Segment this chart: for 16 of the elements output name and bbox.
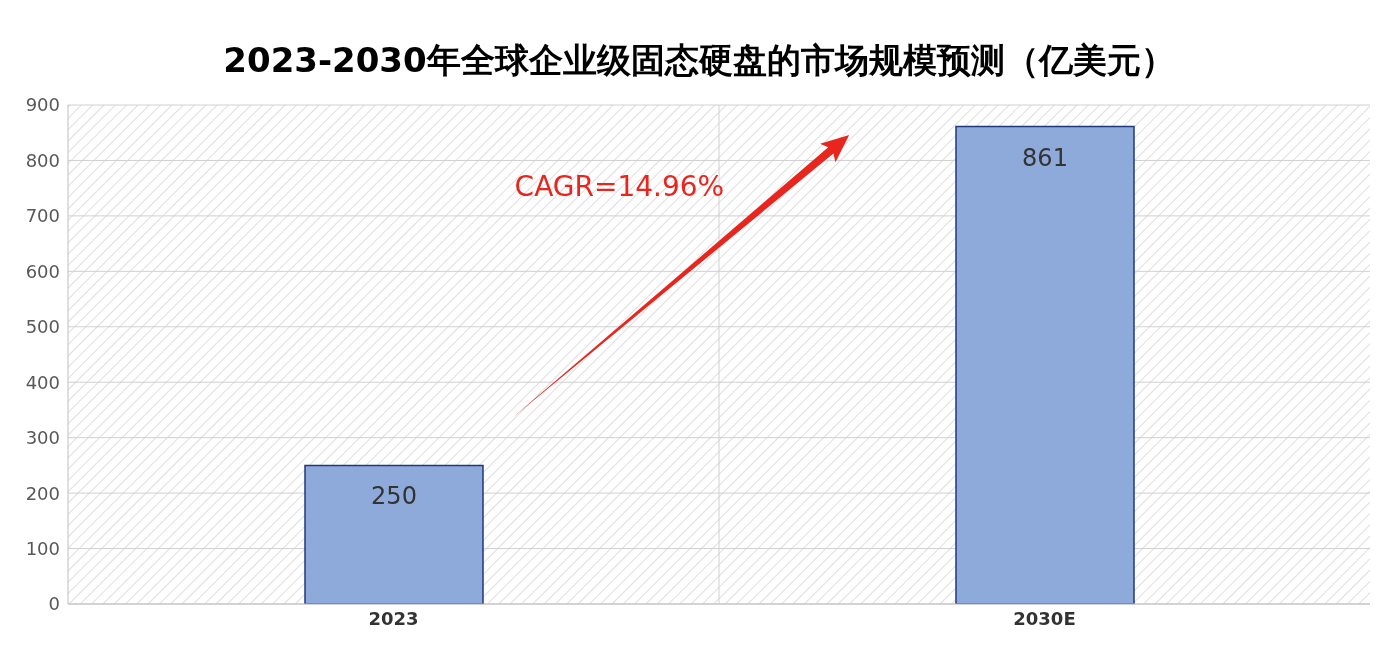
y-tick-label: 100 [25,537,60,559]
y-tick-label: 800 [25,149,60,171]
y-tick-label: 600 [25,260,60,282]
x-tick-label: 2030E [1013,607,1076,629]
y-tick-label: 0 [48,593,60,615]
y-tick-label: 400 [25,371,60,393]
data-label: 250 [371,482,417,511]
chart-title: 2023-2030年全球企业级固态硬盘的市场规模预测（亿美元） [222,39,1176,82]
data-label: 861 [1022,143,1068,172]
y-tick-label: 200 [25,482,60,504]
annotation: CAGR=14.96% [514,169,725,203]
y-tick-label: 700 [25,205,60,227]
y-tick-label: 300 [25,427,60,449]
y-tick-label: 900 [25,94,60,116]
x-tick-label: 2023 [368,607,419,629]
y-tick-label: 500 [25,316,60,338]
